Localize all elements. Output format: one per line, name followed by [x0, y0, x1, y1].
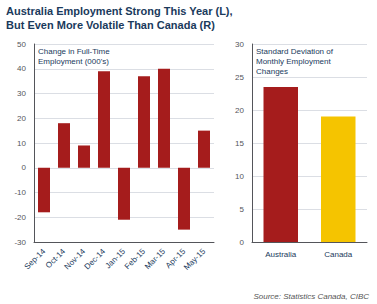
svg-text:20: 20 — [17, 114, 26, 123]
svg-text:May-15: May-15 — [182, 246, 208, 272]
svg-text:Feb-15: Feb-15 — [123, 246, 148, 271]
svg-text:Monthly Employment: Monthly Employment — [256, 57, 331, 66]
svg-text:Source: Statistics Canada, CIB: Source: Statistics Canada, CIBC — [253, 292, 369, 301]
svg-text:Oct-14: Oct-14 — [43, 246, 68, 271]
svg-text:Canada: Canada — [324, 250, 353, 259]
svg-text:Australia: Australia — [265, 250, 297, 259]
svg-text:Jan-15: Jan-15 — [103, 246, 128, 271]
svg-text:Employment (000's): Employment (000's) — [38, 57, 109, 66]
svg-text:Australia Employment Strong Th: Australia Employment Strong This Year (L… — [6, 5, 233, 17]
svg-text:20: 20 — [235, 106, 244, 115]
svg-text:50: 50 — [17, 40, 26, 49]
svg-text:Apr-15: Apr-15 — [163, 246, 188, 271]
svg-text:Dec-14: Dec-14 — [83, 246, 108, 271]
svg-text:Nov-14: Nov-14 — [62, 246, 88, 272]
svg-text:-30: -30 — [14, 238, 26, 247]
svg-text:0: 0 — [22, 163, 27, 172]
svg-text:15: 15 — [235, 139, 244, 148]
svg-text:-20: -20 — [14, 213, 26, 222]
svg-text:Mar-15: Mar-15 — [143, 246, 168, 271]
svg-text:Standard Deviation of: Standard Deviation of — [256, 47, 334, 56]
svg-text:25: 25 — [235, 73, 244, 82]
svg-text:10: 10 — [235, 172, 244, 181]
svg-text:0: 0 — [240, 238, 245, 247]
svg-text:40: 40 — [17, 64, 26, 73]
svg-text:5: 5 — [240, 205, 245, 214]
svg-text:30: 30 — [17, 89, 26, 98]
svg-text:Change in Full-Time: Change in Full-Time — [38, 47, 110, 56]
svg-text:30: 30 — [235, 40, 244, 49]
svg-text:But Even More Volatile Than Ca: But Even More Volatile Than Canada (R) — [6, 19, 215, 31]
svg-text:Sep-14: Sep-14 — [23, 246, 48, 271]
svg-text:10: 10 — [17, 139, 26, 148]
svg-text:Changes: Changes — [256, 67, 288, 76]
svg-text:-10: -10 — [14, 188, 26, 197]
